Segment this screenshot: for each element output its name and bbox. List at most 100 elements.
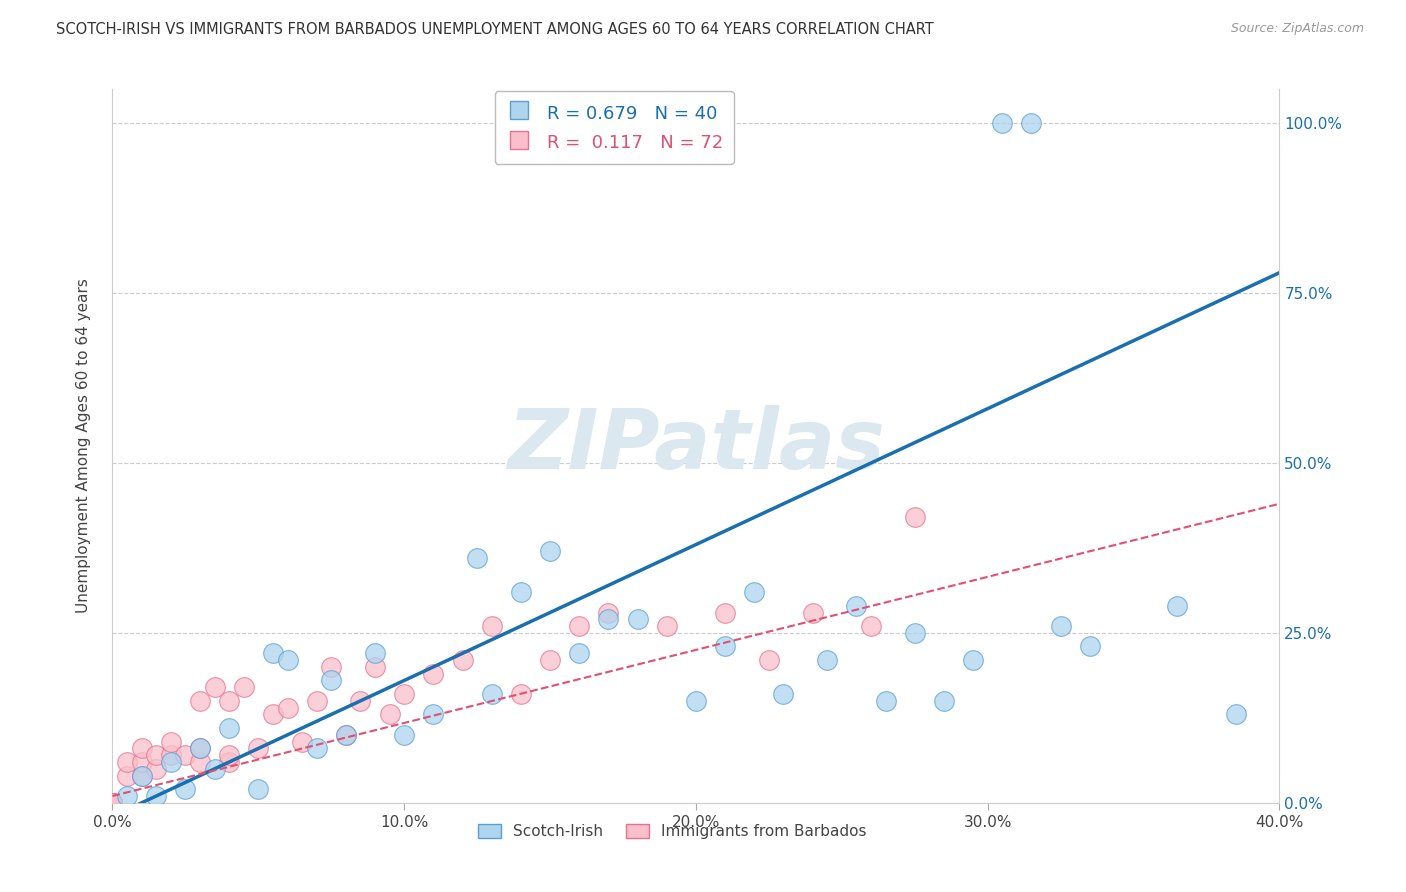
Point — [422, 666, 444, 681]
Point — [101, 796, 124, 810]
Point — [276, 653, 298, 667]
Point — [742, 585, 765, 599]
Point — [101, 796, 124, 810]
Point — [101, 796, 124, 810]
Point — [218, 694, 240, 708]
Point — [394, 728, 416, 742]
Legend: Scotch-Irish, Immigrants from Barbados: Scotch-Irish, Immigrants from Barbados — [472, 818, 873, 845]
Point — [101, 796, 124, 810]
Point — [218, 721, 240, 735]
Point — [101, 796, 124, 810]
Point — [101, 796, 124, 810]
Point — [101, 796, 124, 810]
Point — [598, 606, 620, 620]
Point — [509, 585, 531, 599]
Point — [204, 680, 226, 694]
Point — [101, 796, 124, 810]
Point — [904, 510, 927, 524]
Point — [321, 660, 343, 674]
Point — [101, 796, 124, 810]
Point — [101, 796, 124, 810]
Point — [131, 755, 153, 769]
Point — [932, 694, 955, 708]
Point — [335, 728, 357, 742]
Point — [451, 653, 474, 667]
Y-axis label: Unemployment Among Ages 60 to 64 years: Unemployment Among Ages 60 to 64 years — [76, 278, 91, 614]
Point — [204, 762, 226, 776]
Point — [364, 646, 387, 660]
Point — [145, 748, 167, 763]
Point — [101, 796, 124, 810]
Point — [875, 694, 897, 708]
Point — [1049, 619, 1071, 633]
Point — [1078, 640, 1101, 654]
Point — [262, 707, 284, 722]
Point — [188, 741, 211, 756]
Point — [262, 646, 284, 660]
Point — [714, 640, 737, 654]
Point — [101, 796, 124, 810]
Point — [101, 796, 124, 810]
Point — [101, 796, 124, 810]
Point — [276, 700, 298, 714]
Point — [115, 769, 138, 783]
Point — [160, 755, 183, 769]
Point — [509, 687, 531, 701]
Point — [627, 612, 650, 626]
Text: SCOTCH-IRISH VS IMMIGRANTS FROM BARBADOS UNEMPLOYMENT AMONG AGES 60 TO 64 YEARS : SCOTCH-IRISH VS IMMIGRANTS FROM BARBADOS… — [56, 22, 934, 37]
Point — [115, 789, 138, 803]
Point — [422, 707, 444, 722]
Point — [538, 653, 561, 667]
Point — [101, 796, 124, 810]
Point — [1021, 116, 1043, 130]
Point — [1166, 599, 1188, 613]
Point — [160, 734, 183, 748]
Point — [991, 116, 1014, 130]
Text: Source: ZipAtlas.com: Source: ZipAtlas.com — [1230, 22, 1364, 36]
Point — [335, 728, 357, 742]
Point — [174, 782, 197, 797]
Point — [101, 796, 124, 810]
Point — [101, 796, 124, 810]
Point — [568, 619, 591, 633]
Point — [101, 796, 124, 810]
Point — [145, 789, 167, 803]
Point — [845, 599, 868, 613]
Point — [218, 748, 240, 763]
Text: ZIPatlas: ZIPatlas — [508, 406, 884, 486]
Point — [772, 687, 794, 701]
Point — [815, 653, 838, 667]
Point — [101, 796, 124, 810]
Point — [538, 544, 561, 558]
Point — [860, 619, 883, 633]
Point — [758, 653, 780, 667]
Point — [305, 694, 328, 708]
Point — [101, 796, 124, 810]
Point — [247, 741, 270, 756]
Point — [101, 796, 124, 810]
Point — [101, 796, 124, 810]
Point — [481, 619, 503, 633]
Point — [305, 741, 328, 756]
Point — [349, 694, 371, 708]
Point — [568, 646, 591, 660]
Point — [101, 796, 124, 810]
Point — [394, 687, 416, 701]
Point — [101, 796, 124, 810]
Point — [962, 653, 984, 667]
Point — [101, 796, 124, 810]
Point — [378, 707, 401, 722]
Point — [131, 769, 153, 783]
Point — [685, 694, 707, 708]
Point — [321, 673, 343, 688]
Point — [714, 606, 737, 620]
Point — [801, 606, 824, 620]
Point — [131, 769, 153, 783]
Point — [145, 762, 167, 776]
Point — [904, 626, 927, 640]
Point — [1225, 707, 1247, 722]
Point — [101, 796, 124, 810]
Point — [101, 796, 124, 810]
Point — [101, 796, 124, 810]
Point — [101, 796, 124, 810]
